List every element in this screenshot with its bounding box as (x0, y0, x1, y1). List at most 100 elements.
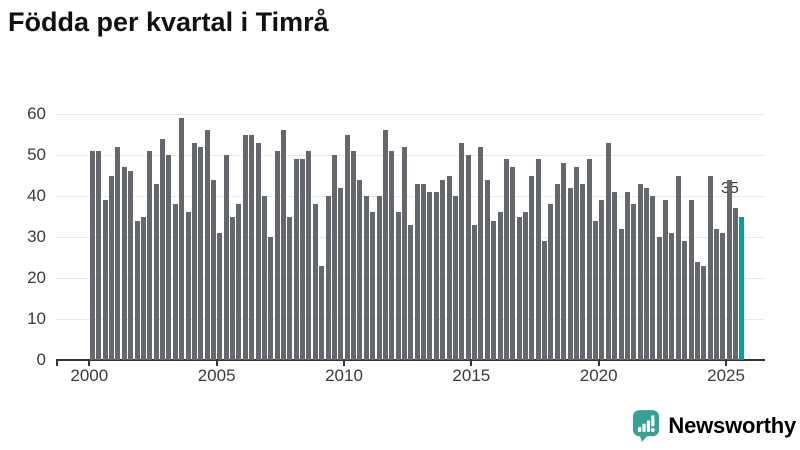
bar-2025 Q2 (733, 208, 739, 360)
bar-2011 Q4 (389, 150, 395, 360)
y-axis-tick-label: 10 (27, 309, 46, 328)
bar-2022 Q2 (656, 237, 662, 360)
bar-2004 Q1 (191, 142, 197, 360)
bar-2023 Q2 (682, 241, 688, 360)
x-axis-line (56, 359, 765, 361)
bar-2018 Q1 (548, 204, 554, 360)
bar-2015 Q4 (491, 220, 497, 360)
bar-2025 Q3 (739, 216, 745, 360)
y-axis-tick-label: 60 (27, 104, 46, 123)
bar-2006 Q4 (261, 196, 267, 360)
bar-2000 Q2 (96, 150, 102, 360)
bar-2003 Q1 (166, 155, 172, 360)
bar-2009 Q3 (331, 155, 337, 360)
bar-2024 Q4 (720, 232, 726, 360)
bar-2020 Q2 (605, 142, 611, 360)
bar-2003 Q3 (179, 118, 185, 360)
bar-2021 Q3 (637, 183, 643, 360)
x-axis-tick-2020 (597, 359, 600, 366)
bar-2003 Q2 (172, 204, 178, 360)
bar-2016 Q2 (503, 159, 509, 360)
bar-2004 Q3 (204, 130, 210, 360)
bar-2001 Q3 (128, 171, 134, 360)
newsworthy-logo-text: Newsworthy (668, 412, 796, 438)
y-axis-tick-label: 40 (27, 186, 46, 205)
bar-2009 Q1 (319, 265, 325, 360)
bar-2022 Q3 (663, 200, 669, 360)
bar-2004 Q4 (210, 179, 216, 360)
bar-2025 Q1 (726, 179, 732, 360)
bar-2013 Q2 (427, 191, 433, 360)
x-axis-tick-label: 2000 (70, 366, 109, 385)
bar-2018 Q3 (561, 163, 567, 360)
bar-2019 Q4 (593, 220, 599, 360)
bar-2002 Q1 (140, 216, 146, 360)
bar-2017 Q3 (535, 159, 541, 360)
bar-2005 Q3 (230, 216, 236, 360)
x-axis-tick-label: 2025 (707, 366, 745, 385)
bar-2018 Q2 (554, 183, 560, 360)
bar-2015 Q1 (472, 224, 478, 360)
bar-2021 Q2 (631, 204, 637, 360)
newsworthy-logo: Newsworthy (632, 409, 796, 442)
bar-2014 Q4 (465, 155, 471, 360)
bar-2019 Q1 (573, 167, 579, 360)
bar-2011 Q2 (376, 196, 382, 360)
bar-2023 Q4 (694, 261, 700, 360)
gridline-y-50 (55, 155, 765, 156)
bar-2020 Q3 (612, 191, 618, 360)
bar-2009 Q2 (325, 196, 331, 360)
bar-2015 Q3 (484, 179, 490, 360)
bar-2012 Q4 (414, 183, 420, 360)
bar-2007 Q3 (281, 130, 287, 360)
bar-2024 Q1 (701, 265, 707, 360)
bar-2005 Q4 (236, 204, 242, 360)
bar-2017 Q1 (522, 212, 528, 360)
gridline-y-40 (55, 196, 765, 197)
x-axis-tick-2015 (470, 359, 473, 366)
bar-2014 Q3 (459, 142, 465, 360)
bar-2007 Q2 (274, 150, 280, 360)
bar-2008 Q3 (306, 150, 312, 360)
bar-2016 Q4 (516, 216, 522, 360)
bar-2005 Q2 (223, 155, 229, 360)
bar-2002 Q3 (153, 183, 159, 360)
bar-2024 Q3 (714, 228, 719, 360)
bar-2017 Q2 (529, 175, 535, 360)
bar-2003 Q4 (185, 212, 191, 360)
bar-2006 Q2 (249, 134, 255, 360)
bar-2020 Q1 (599, 200, 605, 360)
bar-2011 Q1 (370, 212, 376, 360)
bar-2012 Q3 (408, 224, 414, 360)
bar-2018 Q4 (567, 187, 573, 360)
bar-2010 Q3 (357, 179, 363, 360)
bar-2013 Q3 (433, 191, 439, 360)
bar-2007 Q4 (287, 216, 293, 360)
bar-2000 Q3 (102, 200, 108, 360)
bar-2015 Q2 (478, 146, 484, 360)
bar-2010 Q4 (363, 196, 369, 360)
bar-2023 Q3 (688, 200, 694, 360)
bar-2010 Q2 (351, 150, 357, 360)
x-axis-tick-2005 (215, 359, 218, 366)
y-axis-tick-label: 30 (27, 227, 46, 246)
x-axis-tick-label: 2010 (325, 366, 363, 385)
bar-2008 Q4 (312, 204, 318, 360)
y-axis-tick-label: 50 (27, 145, 46, 164)
newsworthy-logo-icon (633, 410, 660, 442)
bar-2019 Q3 (586, 159, 592, 360)
bar-2012 Q1 (395, 212, 401, 360)
bar-2011 Q3 (382, 130, 388, 360)
gridline-y-60 (55, 114, 765, 115)
chart-title: Födda per kvartal i Timrå (8, 7, 329, 37)
bar-2020 Q4 (618, 228, 624, 360)
bar-2013 Q1 (421, 183, 427, 360)
bar-2002 Q4 (160, 138, 166, 360)
bar-2001 Q1 (115, 146, 121, 360)
bar-2021 Q4 (643, 187, 649, 360)
bar-2000 Q1 (90, 150, 95, 360)
bar-2008 Q1 (293, 159, 299, 360)
bar-2022 Q4 (669, 232, 675, 360)
bar-2001 Q4 (134, 220, 140, 360)
